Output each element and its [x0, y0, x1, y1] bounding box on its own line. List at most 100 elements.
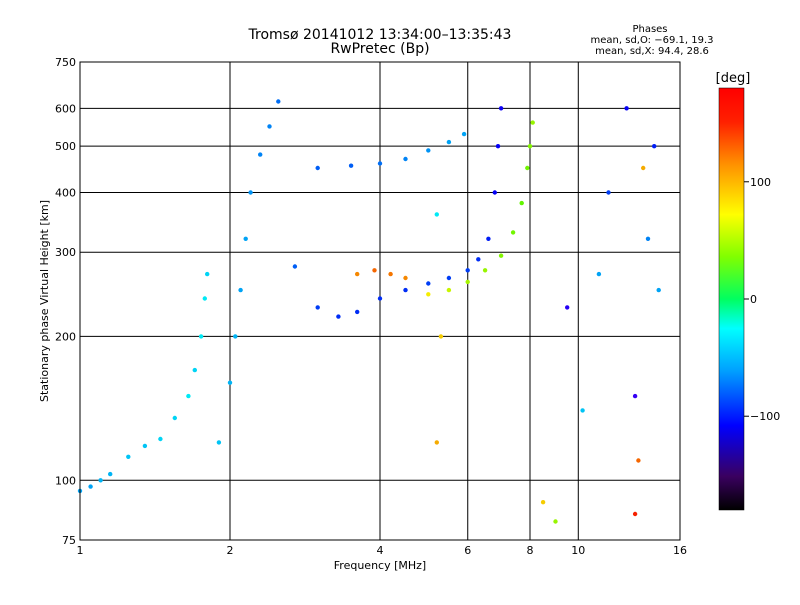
- data-point: [596, 271, 602, 277]
- x-tick-label: 4: [377, 544, 384, 557]
- data-point: [527, 144, 533, 149]
- data-point: [108, 471, 113, 477]
- data-point: [641, 165, 646, 171]
- data-points: [77, 99, 661, 524]
- data-point: [377, 161, 383, 166]
- data-point: [656, 287, 661, 293]
- data-point: [403, 275, 408, 281]
- data-point: [388, 271, 393, 277]
- colorbar-gradient: [718, 87, 745, 511]
- data-point: [446, 287, 452, 293]
- y-axis-label: Stationary phase Virtual Height [km]: [38, 200, 51, 402]
- data-point: [372, 268, 377, 273]
- data-point: [530, 120, 535, 125]
- data-point: [465, 268, 470, 273]
- plot-frame: [79, 61, 681, 541]
- data-point: [88, 484, 93, 489]
- data-point: [267, 124, 272, 129]
- data-point: [227, 380, 233, 385]
- data-point: [632, 511, 638, 517]
- y-tick-label: 750: [55, 56, 76, 69]
- data-point: [498, 106, 504, 111]
- data-point: [248, 190, 253, 195]
- data-point: [434, 440, 439, 445]
- x-tick-label: 8: [527, 544, 534, 557]
- data-point: [426, 281, 431, 286]
- data-point: [205, 271, 210, 277]
- data-point: [292, 264, 298, 269]
- data-point: [142, 443, 148, 449]
- data-point: [426, 292, 431, 297]
- data-point: [348, 163, 354, 168]
- colorbar-tick-label: 0: [750, 293, 757, 306]
- data-point: [355, 309, 360, 315]
- x-tick-label: 16: [673, 544, 687, 557]
- y-tick-label: 200: [55, 330, 76, 343]
- data-point: [336, 314, 341, 319]
- colorbar-tick-label: −100: [750, 410, 780, 423]
- data-point: [498, 253, 504, 258]
- data-point: [198, 334, 204, 339]
- data-point: [495, 144, 501, 149]
- data-point: [565, 305, 570, 310]
- data-point: [216, 440, 222, 445]
- data-point: [258, 152, 263, 157]
- data-point: [553, 519, 558, 524]
- y-tick-label: 300: [55, 246, 76, 259]
- data-point: [540, 500, 546, 505]
- data-point: [632, 393, 638, 399]
- data-point: [486, 236, 491, 241]
- colorbar-tick-label: 100: [750, 176, 771, 189]
- data-point: [172, 415, 177, 421]
- y-tick-label: 100: [55, 474, 76, 487]
- data-point: [315, 165, 320, 171]
- x-tick-label: 6: [464, 544, 471, 557]
- y-tick-label: 400: [55, 186, 76, 199]
- data-point: [126, 454, 131, 459]
- data-point: [403, 287, 408, 293]
- data-point: [438, 334, 444, 339]
- data-point: [652, 144, 657, 149]
- data-point: [403, 156, 408, 162]
- data-point: [636, 458, 641, 463]
- chart-title: Tromsø 20141012 13:34:00–13:35:43: [248, 27, 512, 43]
- data-point: [446, 275, 452, 281]
- data-point: [510, 230, 516, 235]
- data-point: [158, 436, 163, 442]
- chart-subtitle: RwPretec (Bp): [330, 41, 429, 57]
- data-point: [434, 212, 439, 217]
- data-point: [624, 106, 629, 111]
- data-point: [355, 271, 360, 277]
- y-tick-labels: 75 100 200 300 400 500 600 750: [55, 56, 76, 547]
- data-point: [519, 200, 524, 206]
- data-point: [426, 148, 431, 153]
- data-point: [233, 334, 238, 339]
- data-point: [580, 408, 585, 413]
- data-point: [98, 478, 103, 483]
- x-tick-label: 2: [227, 544, 234, 557]
- grid-lines: [80, 62, 680, 540]
- data-point: [446, 139, 452, 145]
- y-tick-label: 500: [55, 140, 76, 153]
- data-point: [525, 165, 530, 171]
- data-point: [192, 367, 197, 373]
- x-tick-label: 1: [77, 544, 84, 557]
- data-point: [645, 236, 651, 241]
- data-point: [476, 257, 481, 262]
- data-point: [315, 305, 320, 310]
- stats-o-mode: mean, sd,O: −69.1, 19.3: [591, 35, 714, 46]
- colorbar-ticks: 100 0 −100: [744, 176, 780, 423]
- data-point: [461, 131, 467, 137]
- colorbar: [deg] 100 0 −100: [716, 71, 780, 511]
- colorbar-label: [deg]: [716, 71, 751, 86]
- stats-heading: Phases: [632, 24, 667, 35]
- stats-x-mode: mean, sd,X: 94.4, 28.6: [595, 46, 709, 57]
- x-tick-label: 10: [571, 544, 585, 557]
- data-point: [492, 190, 497, 195]
- data-point: [276, 99, 281, 104]
- y-tick-label: 75: [62, 534, 76, 547]
- data-point: [186, 393, 191, 399]
- data-point: [238, 287, 243, 293]
- data-point: [377, 296, 383, 301]
